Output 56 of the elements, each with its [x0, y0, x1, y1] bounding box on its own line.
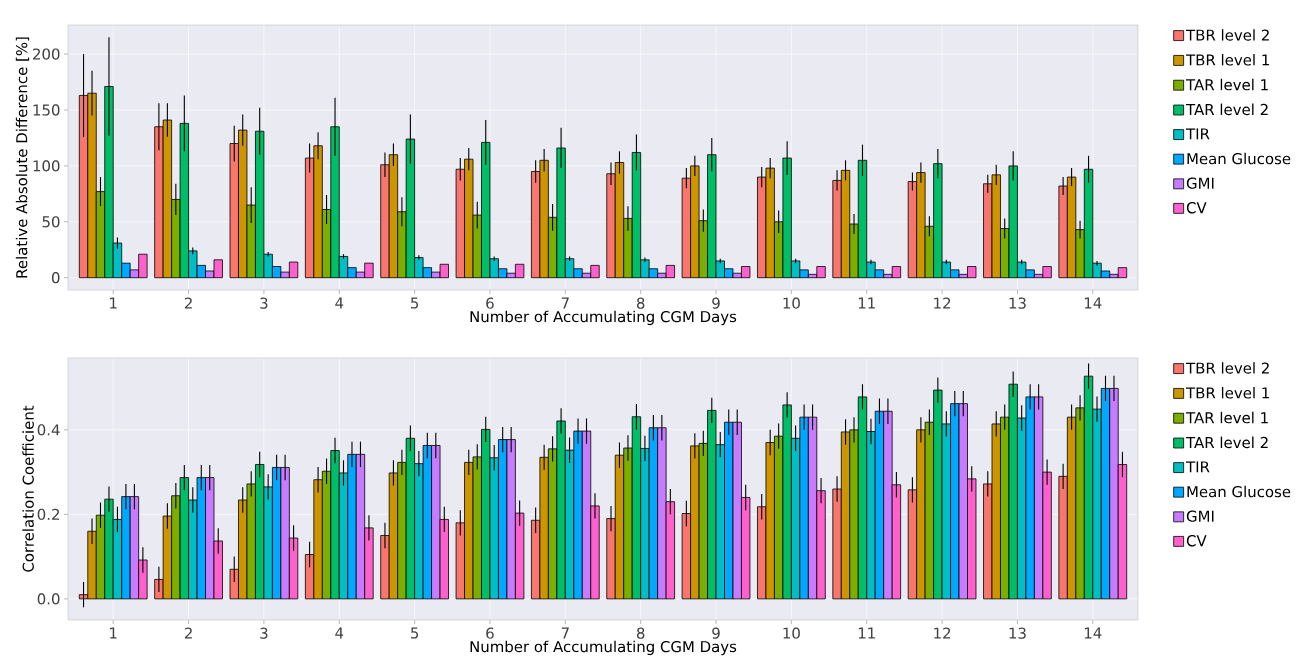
x-tick-label: 3 [260, 627, 268, 639]
legend-label: CV [1186, 535, 1207, 547]
y-axis-title: Correlation Coefficient [22, 405, 34, 572]
y-tick-label: 0 [51, 272, 60, 284]
x-tick-label: 5 [411, 297, 419, 309]
y-tick-label: 150 [33, 104, 60, 116]
x-axis-title: Number of Accumulating CGM Days [470, 640, 737, 656]
x-tick-label: 11 [858, 297, 875, 309]
x-tick-label: 12 [934, 627, 951, 639]
legend-label: TAR level 2 [1185, 103, 1268, 116]
legend-label: TBR level 2 [1185, 362, 1269, 374]
x-tick-label: 2 [184, 627, 192, 639]
x-tick-label: 1 [110, 627, 117, 639]
x-axis-title: Number of Accumulating CGM Days [470, 310, 737, 326]
y-axis-title: Relative Absolute Difference [%] [15, 37, 30, 278]
legend-label: Mean Glucose [1187, 485, 1291, 498]
x-tick-label: 7 [561, 627, 569, 639]
y-tick-label: 0.0 [37, 593, 60, 605]
x-tick-label: 1 [110, 297, 117, 309]
legend-label: GMI [1186, 177, 1214, 189]
legend-label: Mean Glucose [1187, 152, 1291, 165]
x-tick-label: 12 [934, 297, 951, 309]
legend-label: TBR level 1 [1185, 387, 1269, 399]
x-tick-label: 4 [335, 297, 344, 309]
x-tick-label: 8 [636, 627, 645, 639]
legend-label: CV [1186, 202, 1207, 214]
x-tick-label: 9 [712, 627, 720, 639]
x-tick-label: 10 [783, 627, 800, 639]
x-tick-label: 13 [1009, 297, 1026, 309]
x-tick-label: 8 [636, 297, 645, 309]
x-tick-label: 11 [858, 627, 875, 639]
x-tick-label: 5 [411, 627, 419, 639]
legend-label: TBR level 2 [1185, 29, 1269, 41]
x-tick-label: 14 [1084, 297, 1102, 309]
x-tick-label: 2 [184, 297, 192, 309]
x-tick-label: 7 [561, 297, 569, 309]
legend-label: GMI [1186, 510, 1214, 522]
y-tick-label: 0.2 [37, 508, 59, 521]
legend-label: TIR [1185, 128, 1210, 140]
x-tick-label: 6 [486, 627, 494, 639]
legend-label: TAR level 1 [1185, 78, 1268, 91]
x-tick-label: 13 [1009, 627, 1026, 639]
legend-label: TIR [1185, 461, 1210, 473]
legend-label: TAR level 2 [1185, 436, 1268, 449]
x-tick-label: 3 [260, 297, 268, 309]
y-tick-label: 0.4 [37, 424, 60, 436]
y-tick-label: 100 [33, 160, 60, 172]
legend-label: TBR level 1 [1185, 53, 1269, 66]
y-tick-label: 50 [42, 216, 60, 228]
x-tick-label: 4 [335, 627, 344, 639]
legend-label: TAR level 1 [1185, 411, 1268, 424]
x-tick-label: 10 [783, 297, 800, 309]
y-tick-label: 200 [33, 48, 60, 60]
x-tick-label: 6 [486, 297, 494, 309]
x-tick-label: 14 [1084, 627, 1102, 639]
x-tick-label: 9 [712, 297, 720, 309]
